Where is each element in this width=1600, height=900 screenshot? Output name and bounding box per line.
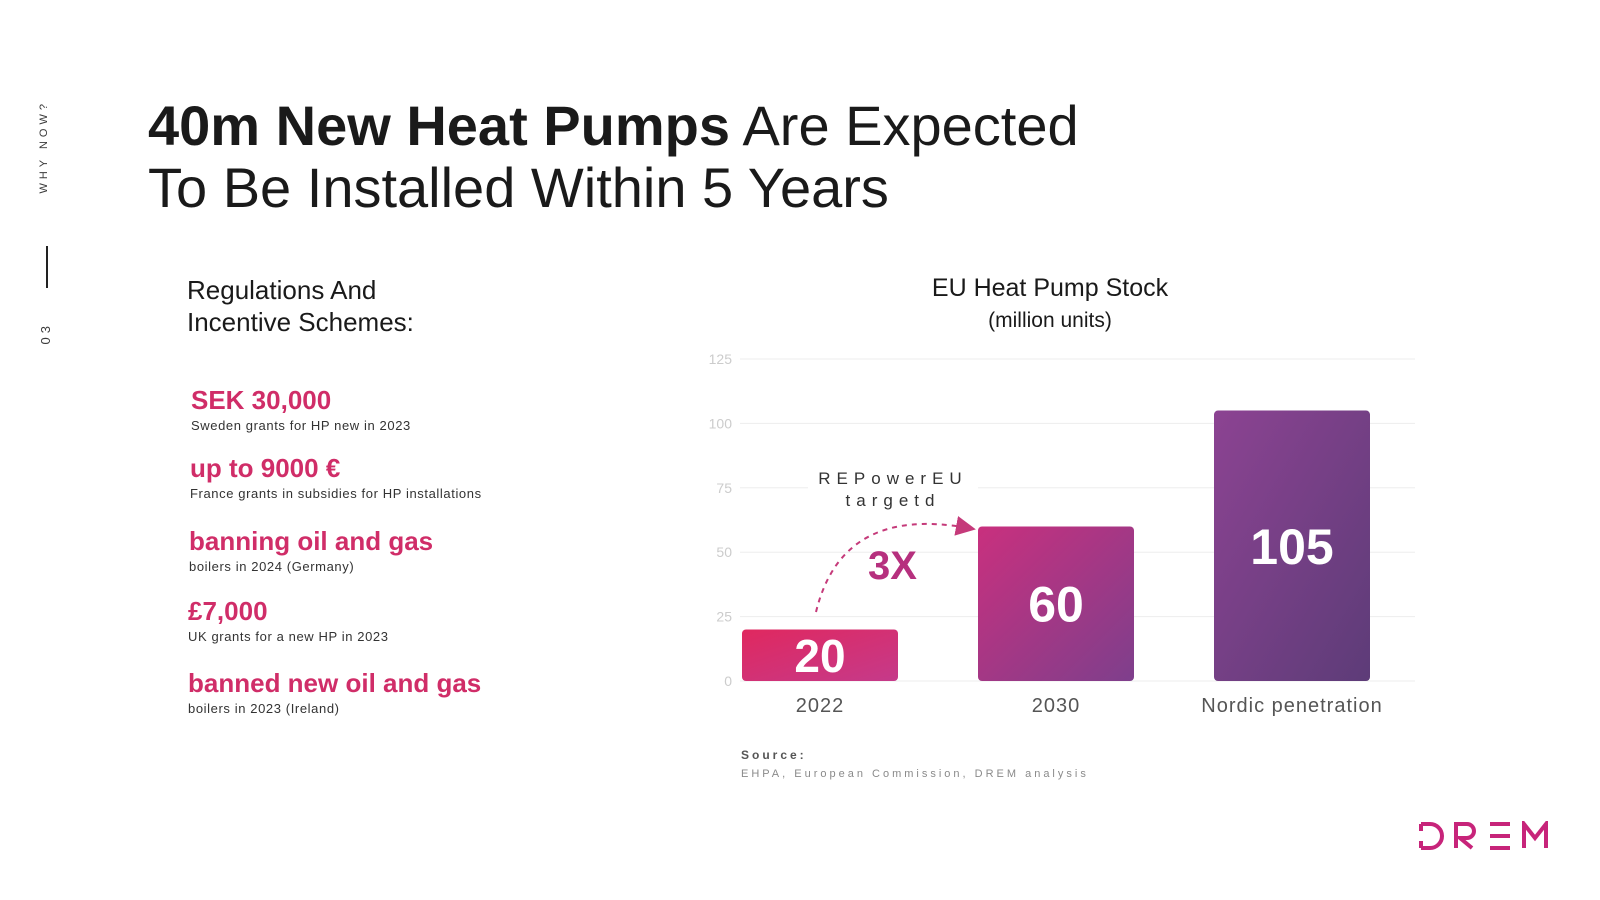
regulation-desc: UK grants for a new HP in 2023 bbox=[188, 629, 389, 644]
regulation-desc: Sweden grants for HP new in 2023 bbox=[191, 418, 411, 433]
regulation-value: up to 9000 € bbox=[190, 453, 341, 483]
regulation-item: up to 9000 € France grants in subsidies … bbox=[190, 452, 482, 501]
x-tick-label: Nordic penetration bbox=[1201, 695, 1382, 717]
source-text: EHPA, European Commission, DREM analysis bbox=[741, 768, 1089, 780]
regulation-value: banning oil and gas bbox=[189, 526, 434, 556]
source-note: Source: EHPA, European Commission, DREM … bbox=[741, 748, 1089, 780]
bar bbox=[978, 526, 1134, 681]
bar bbox=[1214, 410, 1370, 681]
bar bbox=[742, 629, 898, 681]
regulation-value: SEK 30,000 bbox=[191, 385, 332, 415]
annotation-line2: targetd bbox=[845, 491, 941, 510]
title-bold: 40m New Heat Pumps bbox=[148, 94, 730, 157]
chart-subtitle: (million units) bbox=[988, 309, 1112, 332]
bar-value-label: 105 bbox=[1250, 519, 1333, 575]
x-tick-label: 2022 bbox=[796, 695, 845, 717]
drem-logo bbox=[1418, 818, 1550, 856]
bar-value-label: 20 bbox=[794, 630, 845, 682]
growth-arrow bbox=[815, 516, 976, 613]
growth-multiplier: 3X bbox=[868, 544, 917, 588]
regulation-item: SEK 30,000 Sweden grants for HP new in 2… bbox=[191, 384, 411, 433]
regulations-heading: Regulations And Incentive Schemes: bbox=[187, 274, 414, 338]
regulation-item: banned new oil and gas boilers in 2023 (… bbox=[188, 667, 481, 716]
regulation-desc: boilers in 2023 (Ireland) bbox=[188, 701, 340, 716]
x-tick-label: 2030 bbox=[1032, 695, 1081, 717]
annotation-line1: REPowerEU bbox=[818, 469, 968, 488]
regulation-value: £7,000 bbox=[188, 596, 268, 626]
y-tick-label: 75 bbox=[716, 480, 732, 496]
section-divider bbox=[46, 246, 48, 288]
repowereu-annotation: REPowerEU targetd bbox=[808, 466, 978, 516]
regulation-value: banned new oil and gas bbox=[188, 668, 482, 698]
y-tick-label: 50 bbox=[716, 544, 732, 560]
regulations-heading-line2: Incentive Schemes: bbox=[187, 307, 414, 337]
drem-logo-mark bbox=[1419, 818, 1548, 850]
regulation-item: banning oil and gas boilers in 2024 (Ger… bbox=[189, 525, 433, 574]
page-title: 40m New Heat Pumps Are Expected To Be In… bbox=[148, 95, 1079, 219]
regulations-heading-line1: Regulations And bbox=[187, 275, 377, 305]
title-line2: To Be Installed Within 5 Years bbox=[148, 156, 889, 219]
y-tick-label: 0 bbox=[724, 673, 732, 689]
regulation-desc: France grants in subsidies for HP instal… bbox=[190, 486, 482, 501]
bar-value-label: 60 bbox=[1028, 577, 1084, 633]
regulation-desc: boilers in 2024 (Germany) bbox=[189, 559, 355, 574]
y-tick-label: 25 bbox=[716, 609, 732, 625]
y-tick-label: 100 bbox=[709, 415, 733, 431]
chart-title: EU Heat Pump Stock bbox=[931, 274, 1169, 302]
y-tick-label: 125 bbox=[709, 351, 733, 367]
title-line1-rest: Are Expected bbox=[729, 94, 1079, 157]
source-label: Source: bbox=[741, 748, 807, 762]
regulation-item: £7,000 UK grants for a new HP in 2023 bbox=[188, 595, 389, 644]
